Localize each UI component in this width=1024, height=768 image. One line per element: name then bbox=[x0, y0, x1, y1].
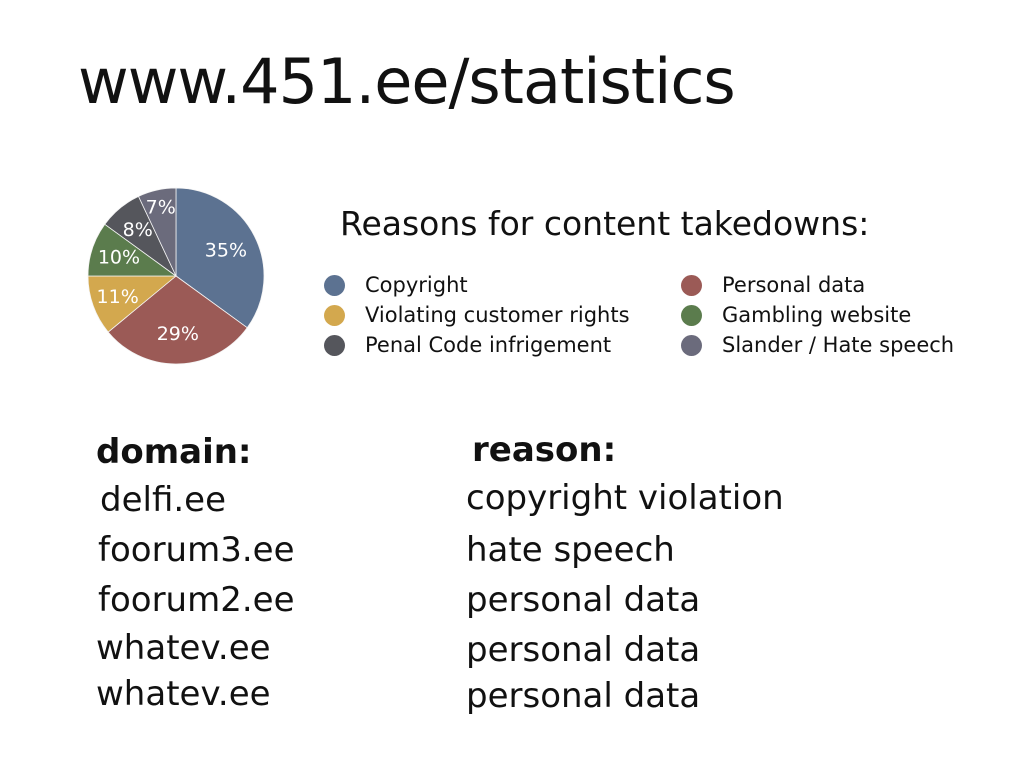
table-cell-domain: foorum3.ee bbox=[98, 530, 295, 570]
table-cell-reason: personal data bbox=[466, 630, 701, 670]
legend-label-slander-hate-speech: Slander / Hate speech bbox=[722, 333, 955, 357]
legend-label-copyright: Copyright bbox=[365, 273, 468, 297]
table-cell-reason: copyright violation bbox=[466, 478, 784, 518]
chart-legend: Copyright Violating customer rights Pena… bbox=[324, 270, 984, 366]
pie-slice-copyright bbox=[175, 187, 265, 329]
table-cell-reason: personal data bbox=[466, 676, 701, 716]
pie-slice-personal-data bbox=[107, 275, 248, 365]
legend-item-copyright: Copyright bbox=[324, 270, 468, 300]
legend-label-penal-code: Penal Code infrigement bbox=[365, 333, 612, 357]
pie-chart-svg: 35% 29% 11% 10% 8%7% bbox=[87, 187, 265, 365]
pie-label-gambling-website: 10% bbox=[98, 246, 140, 268]
table-cell-reason: personal data bbox=[466, 580, 701, 620]
page-title: www.451.ee/statistics bbox=[78, 45, 736, 118]
pie-label-personal-data: 29% bbox=[157, 323, 199, 345]
table-cell-domain: whatev.ee bbox=[96, 628, 271, 668]
legend-swatch-copyright bbox=[324, 274, 345, 296]
legend-item-personal-data: Personal data bbox=[681, 270, 865, 300]
chart-title: Reasons for content takedowns: bbox=[340, 204, 870, 243]
pie-label-penal-code-infrigement: 8% bbox=[123, 219, 153, 241]
pie-slice-slander-hate-speech bbox=[137, 187, 177, 277]
legend-swatch-violating-customer-rights bbox=[324, 304, 345, 326]
domain-column-header: domain: bbox=[96, 432, 252, 472]
pie-label-copyright: 35% bbox=[205, 240, 247, 262]
table-cell-domain: foorum2.ee bbox=[98, 580, 295, 620]
legend-label-violating-customer-rights: Violating customer rights bbox=[365, 303, 630, 327]
pie-label-slander-hate-speech: 7% bbox=[146, 197, 176, 219]
legend-item-gambling-website: Gambling website bbox=[681, 300, 911, 330]
legend-label-gambling-website: Gambling website bbox=[722, 303, 912, 327]
table-cell-domain: delfi.ee bbox=[100, 480, 227, 520]
pie-label-violating-customer-rights: 11% bbox=[97, 286, 139, 308]
table-cell-reason: hate speech bbox=[466, 530, 675, 570]
legend-swatch-slander-hate-speech bbox=[681, 334, 702, 356]
table-cell-domain: whatev.ee bbox=[96, 674, 271, 714]
legend-swatch-penal-code bbox=[324, 334, 345, 356]
legend-item-violating-customer-rights: Violating customer rights bbox=[324, 300, 630, 330]
legend-item-slander-hate-speech: Slander / Hate speech bbox=[681, 330, 954, 360]
legend-swatch-gambling-website bbox=[681, 304, 702, 326]
legend-swatch-personal-data bbox=[681, 274, 702, 296]
reason-column-header: reason: bbox=[472, 430, 617, 470]
legend-label-personal-data: Personal data bbox=[722, 273, 866, 297]
legend-item-penal-code: Penal Code infrigement bbox=[324, 330, 611, 360]
pie-chart: 35% 29% 11% 10% 8% 7% bbox=[84, 184, 268, 368]
